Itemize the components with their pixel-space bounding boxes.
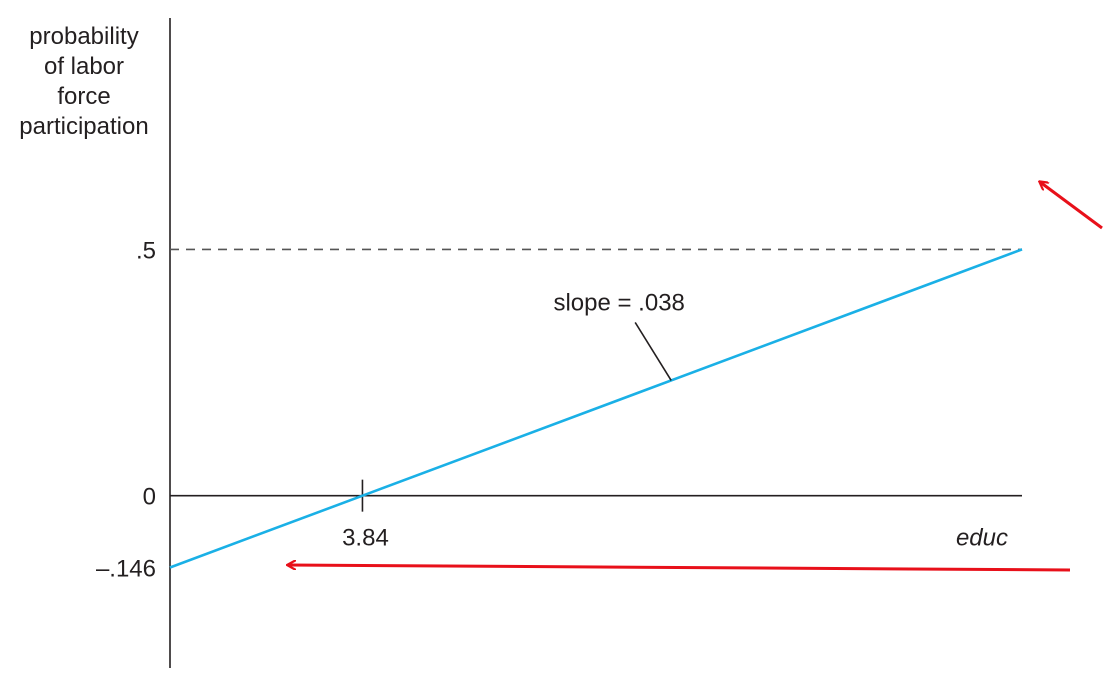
annotation-text: slope = .038 [553,289,684,316]
y-axis-label: probability of labor force participation [19,23,148,140]
x-ticks: 3.84 [342,479,389,552]
y-axis-label-line: force [57,83,110,110]
red-arrows [288,182,1103,572]
y-axis-label-line: of labor [44,53,124,80]
annotation-leader-line [634,321,672,381]
series-line [169,248,1023,569]
axes [169,18,1022,668]
x-axis-label: educ [956,525,1008,552]
y-axis-label-line: probability [29,23,138,50]
x-tick-label: 3.84 [342,525,389,552]
red-arrow-top-right [1040,182,1103,230]
slope-annotation: slope = .038 [553,289,685,381]
y-tick-label: .5 [136,237,156,264]
y-tick-label: 0 [143,484,156,511]
y-axis-label-line: participation [19,113,148,140]
series-layer [169,248,1023,569]
y-tick-label: –.146 [96,556,156,583]
y-tick-labels: .5 0 –.146 [96,237,156,582]
red-arrow-bottom [288,565,1071,572]
